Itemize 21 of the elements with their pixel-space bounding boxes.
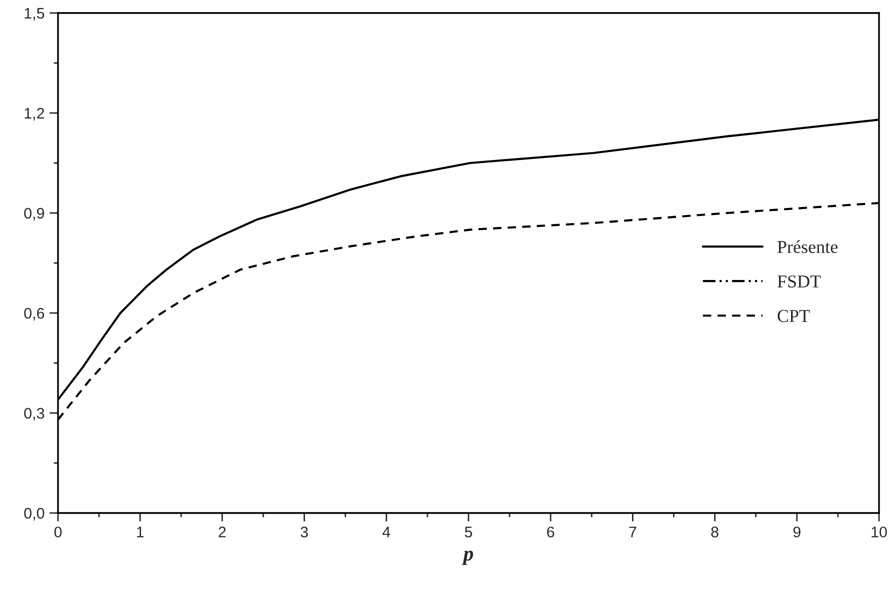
legend-label: CPT [778,310,810,322]
x-tick-label: 8 [711,526,718,538]
x-tick-label: 0 [54,526,62,538]
x-tick-label: 5 [464,526,472,538]
legend-label: FSDT [777,275,821,288]
x-tick-label: 2 [218,526,226,538]
y-tick-label: 0,6 [24,308,44,320]
legend-label: Présente [777,240,838,254]
x-tick-label: 3 [300,526,308,538]
y-tick-label: 0,3 [24,408,44,420]
x-tick-label: 1 [137,526,144,538]
x-tick-label: 6 [547,526,554,538]
y-tick-label: 1,5 [24,8,44,20]
y-tick-label: 0,0 [24,508,44,520]
x-axis-title: p [462,550,474,565]
x-tick-label: 10 [872,526,887,538]
x-tick-label: 9 [793,526,800,538]
y-tick-label: 1,2 [24,108,44,120]
x-tick-label: 4 [382,526,390,538]
y-tick-label: 0,9 [24,208,44,220]
x-tick-label: 7 [629,526,636,538]
